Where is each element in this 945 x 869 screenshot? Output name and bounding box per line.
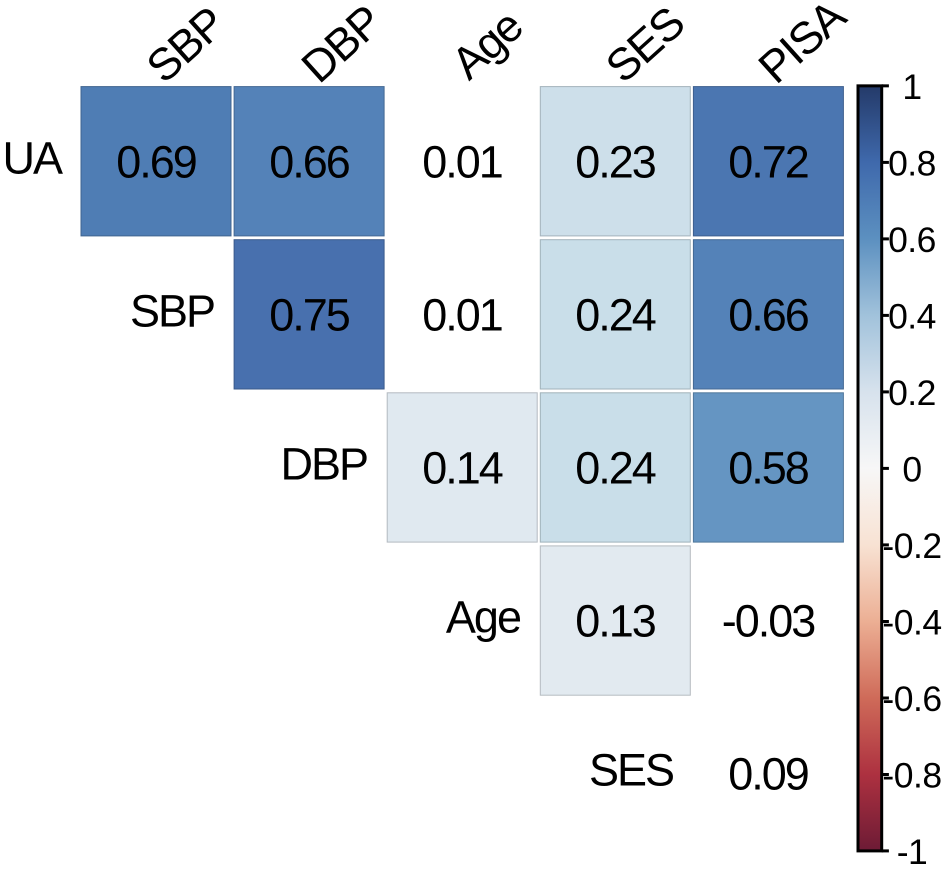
svg-text:0.2: 0.2 (888, 373, 936, 413)
svg-text:0.24: 0.24 (575, 443, 656, 494)
svg-text:0.24: 0.24 (575, 290, 656, 341)
svg-text:0: 0 (902, 449, 921, 489)
svg-text:Age: Age (446, 592, 521, 643)
svg-text:0.01: 0.01 (422, 290, 502, 341)
svg-text:PISA: PISA (749, 0, 856, 93)
svg-text:0.14: 0.14 (422, 443, 503, 494)
svg-text:0.09: 0.09 (728, 749, 808, 800)
svg-text:1: 1 (902, 67, 921, 107)
svg-text:0.13: 0.13 (575, 596, 656, 647)
svg-text:SES: SES (596, 0, 694, 92)
svg-text:-1: -1 (897, 832, 928, 869)
svg-text:SES: SES (589, 745, 673, 796)
svg-text:Age: Age (442, 0, 533, 89)
svg-text:0.6: 0.6 (888, 220, 936, 260)
svg-text:0.8: 0.8 (888, 143, 936, 183)
svg-text:0.69: 0.69 (116, 137, 196, 188)
svg-text:SBP: SBP (137, 0, 235, 92)
svg-text:SBP: SBP (130, 286, 214, 337)
svg-text:-0.4: -0.4 (882, 602, 941, 642)
svg-text:DBP: DBP (280, 439, 367, 490)
svg-text:0.66: 0.66 (269, 137, 350, 188)
svg-text:DBP: DBP (292, 0, 392, 92)
svg-text:-0.6: -0.6 (882, 679, 941, 719)
svg-text:0.4: 0.4 (888, 296, 936, 336)
svg-text:-0.03: -0.03 (722, 596, 816, 647)
svg-text:0.72: 0.72 (728, 137, 808, 188)
svg-text:0.01: 0.01 (422, 137, 502, 188)
svg-text:0.75: 0.75 (269, 290, 350, 341)
svg-text:0.23: 0.23 (575, 137, 656, 188)
svg-text:-0.2: -0.2 (882, 526, 941, 566)
svg-text:UA: UA (2, 133, 62, 184)
svg-text:0.58: 0.58 (728, 443, 809, 494)
svg-text:-0.8: -0.8 (882, 755, 941, 795)
svg-text:0.66: 0.66 (728, 290, 809, 341)
